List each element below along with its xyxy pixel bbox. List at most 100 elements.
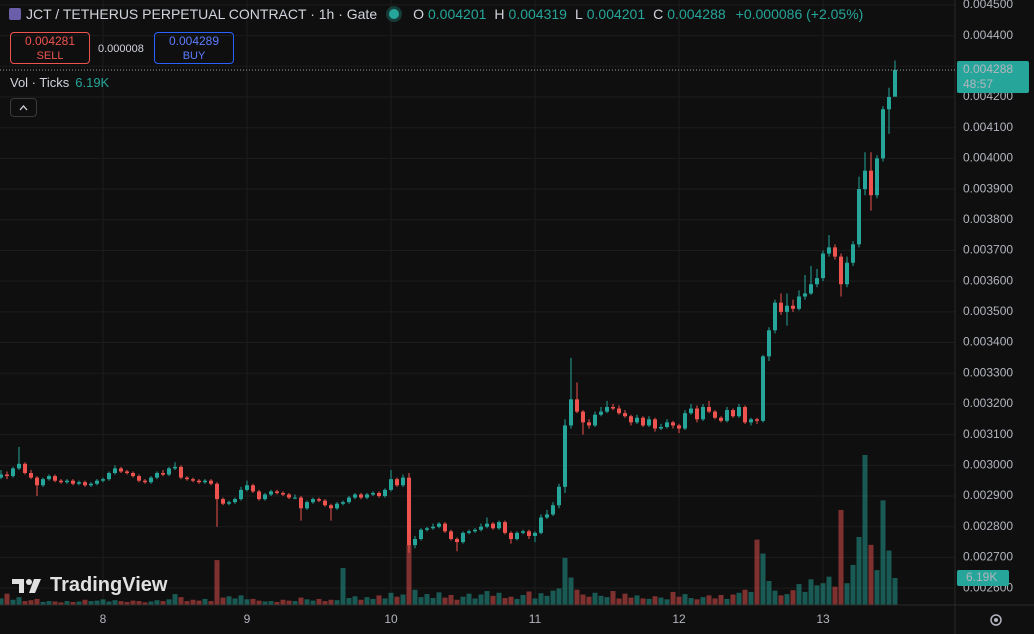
volume-bar: [70, 601, 76, 605]
y-tick-label: 0.003100: [963, 427, 1013, 441]
candle-body: [803, 293, 807, 297]
volume-bar: [562, 557, 568, 605]
collapse-button[interactable]: [10, 98, 37, 117]
settings-icon[interactable]: [990, 614, 1002, 626]
volume-bar: [874, 570, 880, 605]
x-tick-label: 10: [384, 612, 398, 626]
candle-body: [839, 256, 843, 285]
ohlc-key: H: [494, 6, 505, 22]
candle-body: [155, 473, 159, 478]
volume-bar: [574, 589, 580, 605]
volume-bar: [538, 593, 544, 605]
volume-bar: [640, 598, 646, 605]
candle-body: [827, 247, 831, 254]
candle-body: [527, 531, 531, 536]
volume-bar: [484, 591, 490, 605]
candle-body: [101, 479, 105, 481]
status-dot: [389, 9, 400, 19]
change: +0.000086 (+2.05%): [735, 6, 864, 22]
candle-body: [257, 491, 261, 500]
volume-bar: [544, 595, 550, 605]
volume-bar: [592, 592, 598, 605]
candle-body: [185, 477, 189, 480]
volume-bar: [244, 599, 250, 605]
volume-bar: [166, 599, 172, 605]
candle-body: [575, 399, 579, 412]
volume-bar: [262, 601, 268, 605]
volume-bar: [268, 601, 274, 605]
ohlc-value: 0.004288: [667, 6, 726, 22]
candle-body: [287, 494, 291, 498]
volume-bar: [496, 592, 502, 605]
candle-body: [263, 494, 267, 500]
y-tick-label: 0.002800: [963, 519, 1013, 533]
volume-bar: [892, 578, 898, 605]
candle-body: [71, 480, 75, 484]
volume-bar: [94, 600, 100, 605]
candle-body: [299, 497, 303, 509]
volume-bar: [706, 595, 712, 605]
volume-bar: [736, 592, 742, 605]
ohlc-key: L: [574, 6, 583, 22]
candle-body: [221, 499, 225, 504]
volume-bar: [226, 596, 232, 605]
candle-body: [245, 485, 249, 490]
candle-body: [317, 499, 321, 501]
candle-body: [401, 477, 405, 486]
candle-body: [659, 426, 663, 429]
buy-button[interactable]: 0.004289 BUY: [154, 32, 234, 64]
spread: 0.000008: [98, 43, 144, 55]
candle-body: [179, 466, 183, 478]
candle-body: [227, 502, 231, 504]
candle-body: [347, 497, 351, 503]
candle-body: [623, 413, 627, 417]
volume-bar: [34, 598, 40, 605]
candle-body: [0, 474, 3, 478]
volume-bar: [652, 596, 658, 605]
candle-body: [443, 523, 447, 532]
y-tick-label: 0.003600: [963, 273, 1013, 287]
ohlc-key: C: [653, 6, 664, 22]
candle-body: [323, 500, 327, 506]
volume-bar: [184, 601, 190, 605]
volume-bar: [634, 595, 640, 605]
candle-body: [341, 502, 345, 504]
candle-body: [35, 477, 39, 486]
volume-bar: [304, 599, 310, 605]
volume-bar: [106, 601, 112, 605]
volume-bar: [790, 590, 796, 605]
volume-bar: [286, 600, 292, 605]
volume-bar: [352, 596, 358, 605]
buy-label: BUY: [182, 50, 206, 62]
candle-body: [617, 408, 621, 414]
volume-bar: [628, 597, 634, 605]
candle-body: [773, 302, 777, 331]
volume-bar: [460, 596, 466, 605]
volume-bar: [214, 560, 220, 605]
volume-bar: [688, 598, 694, 605]
volume-bar: [52, 601, 58, 605]
candle-body: [335, 503, 339, 509]
y-tick-label: 0.003000: [963, 458, 1013, 472]
volume-bar: [130, 600, 136, 605]
volume-bar: [178, 597, 184, 605]
y-tick-label: 0.003300: [963, 365, 1013, 379]
candle-body: [557, 486, 561, 506]
volume-bar: [820, 583, 826, 605]
volume-bar: [400, 594, 406, 605]
volume-bar: [448, 594, 454, 605]
y-tick-label: 0.004100: [963, 120, 1013, 134]
candle-body: [569, 399, 573, 426]
candle-body: [497, 522, 501, 529]
sell-button[interactable]: 0.004281 SELL: [10, 32, 90, 64]
candle-body: [425, 528, 429, 530]
volume-bar: [730, 594, 736, 605]
volume-bar: [772, 590, 778, 605]
volume-bar: [10, 599, 16, 605]
volume-bar: [676, 596, 682, 605]
candle-body: [125, 471, 129, 474]
candle-body: [707, 407, 711, 412]
candle-body: [695, 408, 699, 420]
candle-body: [749, 419, 753, 423]
volume-bar: [0, 598, 4, 605]
